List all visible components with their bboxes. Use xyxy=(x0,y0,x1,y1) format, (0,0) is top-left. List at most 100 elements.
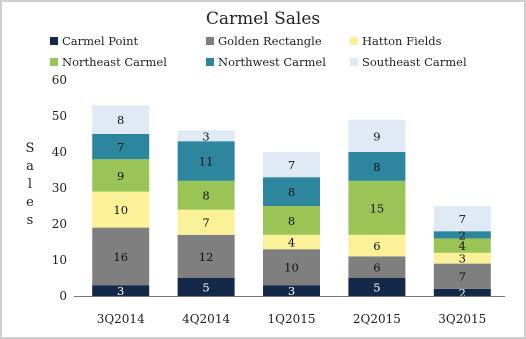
x-axis-ticks: 3Q2014 4Q2014 1Q2015 2Q2015 3Q2015 xyxy=(97,312,487,326)
bar-segment xyxy=(177,209,235,235)
bar-segment xyxy=(177,180,235,210)
bar-stack: 3 10 4 8 8 7 xyxy=(263,152,320,298)
bar-value-label: 5 xyxy=(202,281,209,295)
y-axis-label: Sales xyxy=(26,141,35,228)
bar-value-label: 9 xyxy=(373,129,380,143)
bar-segment xyxy=(348,256,406,278)
bar-value-label: 6 xyxy=(373,239,380,253)
bar-value-label: 3 xyxy=(459,252,466,266)
bar-segment xyxy=(92,134,150,160)
legend-swatch xyxy=(50,37,58,45)
legend-swatch xyxy=(206,37,214,45)
x-tick-label: 1Q2015 xyxy=(267,312,315,326)
bar-segment xyxy=(433,231,491,239)
y-tick-label: 50 xyxy=(52,109,67,123)
bar-value-label: 8 xyxy=(288,185,295,199)
bar-value-label: 2 xyxy=(459,228,466,242)
y-tick-label: 20 xyxy=(52,217,67,231)
legend-label: Northwest Carmel xyxy=(218,55,326,69)
y-axis-label-letter: S xyxy=(26,141,35,156)
legend-swatch xyxy=(350,58,358,66)
bar-segment xyxy=(263,152,320,178)
x-tick-label: 4Q2014 xyxy=(182,312,230,326)
bar-value-label: 3 xyxy=(117,284,124,298)
bar-value-label: 7 xyxy=(459,270,466,284)
bar-value-label: 3 xyxy=(288,284,295,298)
bar-segment xyxy=(348,152,406,181)
bar-segment xyxy=(177,141,235,181)
legend-label: Carmel Point xyxy=(62,34,138,48)
bar-value-label: 16 xyxy=(113,250,128,264)
bar-segment xyxy=(92,285,150,296)
bar-value-label: 7 xyxy=(202,216,209,230)
bar-segment xyxy=(92,105,150,134)
bar-segment xyxy=(263,177,320,206)
y-axis-label-letter: l xyxy=(28,177,32,192)
y-axis-label-letter: e xyxy=(26,195,34,210)
bar-segment xyxy=(348,119,406,152)
bar-value-label: 7 xyxy=(459,212,466,226)
bar-value-label: 5 xyxy=(373,281,380,295)
legend-label: Golden Rectangle xyxy=(218,34,322,48)
bar-segment xyxy=(433,206,491,232)
bar-stack: 3 16 10 9 7 8 xyxy=(92,105,150,298)
bar-segment xyxy=(433,288,491,296)
bar-segment xyxy=(433,252,491,264)
x-tick-label: 3Q2015 xyxy=(438,312,486,326)
bar-segment xyxy=(348,234,406,257)
bar-segment xyxy=(348,180,406,235)
x-tick-label: 2Q2015 xyxy=(353,312,401,326)
bar-value-label: 7 xyxy=(288,158,295,172)
bar-value-label: 6 xyxy=(373,261,380,275)
chart-title: Carmel Sales xyxy=(206,9,320,29)
legend-label: Southeast Carmel xyxy=(362,55,467,69)
bar-segment xyxy=(433,263,491,289)
legend: Carmel Point Golden Rectangle Hatton Field… xyxy=(50,34,467,69)
legend-swatch xyxy=(350,37,358,45)
y-axis-label-letter: s xyxy=(27,213,34,228)
y-tick-label: 0 xyxy=(59,289,67,303)
bar-segment xyxy=(263,234,320,250)
y-axis-ticks: 0 10 20 30 40 50 60 xyxy=(52,73,67,303)
bar-value-label: 4 xyxy=(459,239,466,253)
bar-value-label: 8 xyxy=(373,160,380,174)
bar-value-label: 4 xyxy=(288,236,295,250)
bar-segment xyxy=(92,159,150,192)
bar-segment xyxy=(177,234,235,278)
legend-swatch xyxy=(206,58,214,66)
bar-value-label: 7 xyxy=(117,140,124,154)
bar-segment xyxy=(433,238,491,253)
bar-value-label: 8 xyxy=(117,113,124,127)
bar-segment xyxy=(263,285,320,296)
bar-stack: 5 6 6 15 8 9 xyxy=(348,119,406,296)
y-tick-label: 40 xyxy=(52,145,67,159)
bar-value-label: 10 xyxy=(113,203,128,217)
legend-label: Hatton Fields xyxy=(362,34,442,48)
bar-value-label: 11 xyxy=(199,155,214,169)
y-tick-label: 10 xyxy=(52,253,67,267)
bar-value-label: 9 xyxy=(117,169,124,183)
y-tick-label: 60 xyxy=(52,73,67,87)
bar-segment xyxy=(263,206,320,235)
y-tick-label: 30 xyxy=(52,181,67,195)
bar-value-label: 3 xyxy=(202,129,209,143)
bar-segment xyxy=(177,278,235,296)
bar-value-label: 10 xyxy=(284,261,299,275)
bar-segment xyxy=(92,227,150,286)
bar-value-label: 12 xyxy=(199,250,214,264)
bar-segment xyxy=(263,249,320,286)
bar-stack: 5 12 7 8 11 3 xyxy=(177,129,235,296)
bar-segment xyxy=(177,130,235,142)
legend-swatch xyxy=(50,58,58,66)
legend-label: Northeast Carmel xyxy=(62,55,167,69)
bar-segment xyxy=(348,278,406,296)
bar-value-label: 8 xyxy=(202,189,209,203)
bar-segment xyxy=(92,191,150,228)
y-axis-label-letter: a xyxy=(26,159,34,174)
x-tick-label: 3Q2014 xyxy=(97,312,145,326)
bar-value-label: 2 xyxy=(459,286,466,300)
bar-value-label: 15 xyxy=(370,201,385,215)
